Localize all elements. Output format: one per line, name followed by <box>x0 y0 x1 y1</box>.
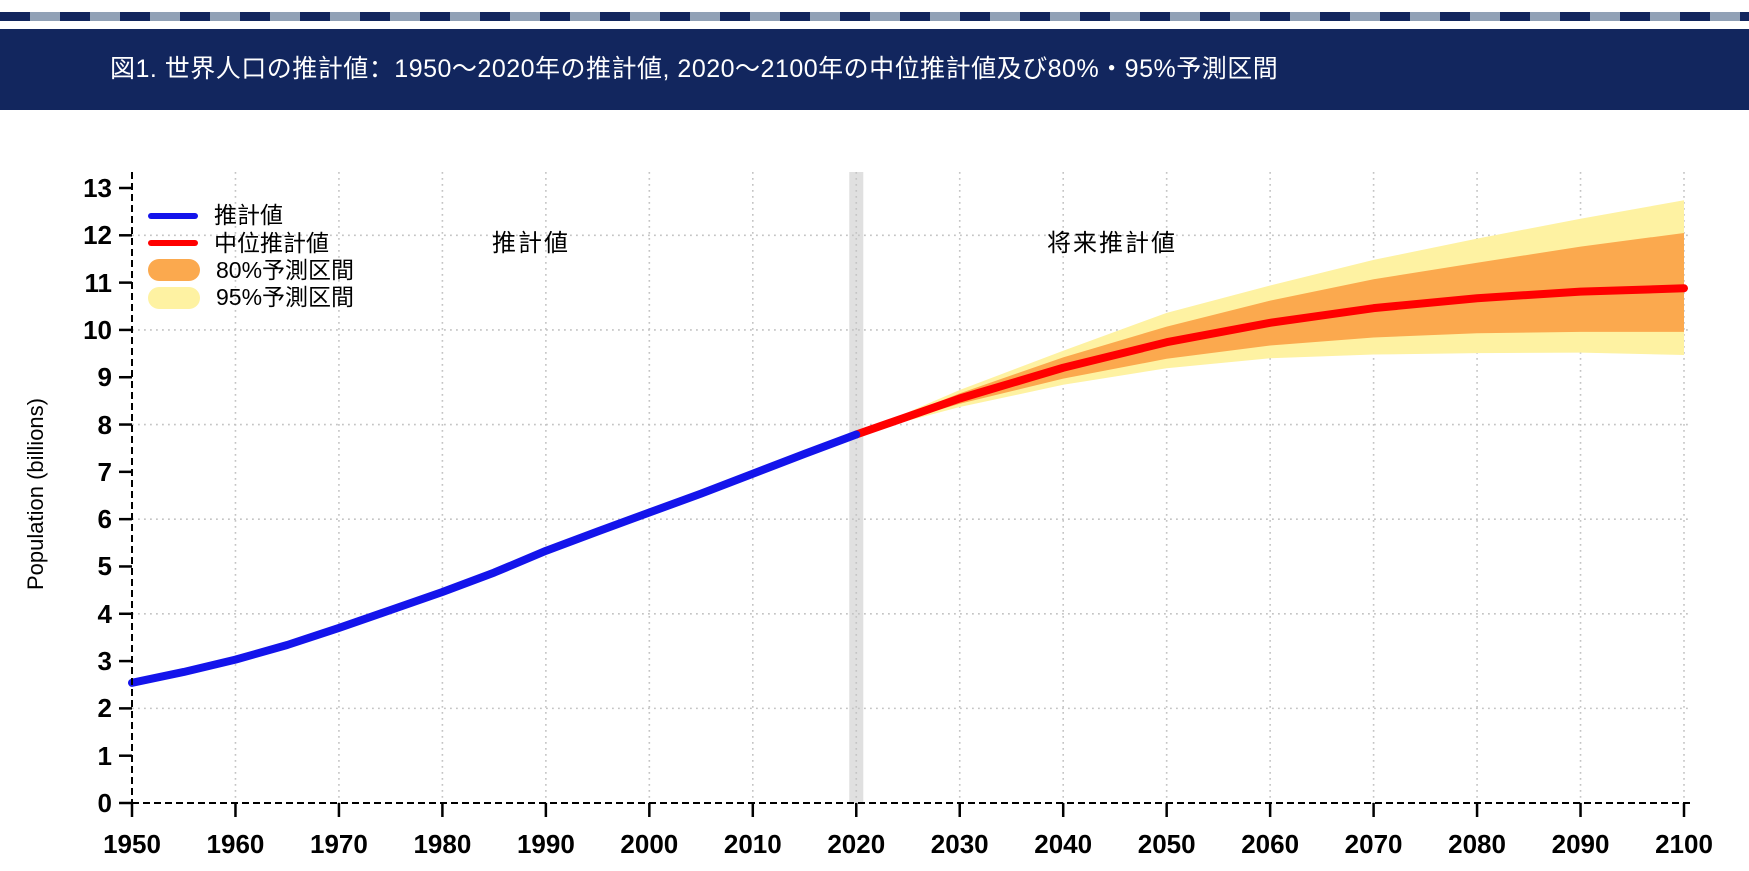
legend-item-median: 中位推計値 <box>148 229 354 256</box>
pi80-band <box>856 232 1684 435</box>
annotation-estimates: 推計値 <box>492 230 570 257</box>
x-tick-label: 2070 <box>1344 829 1403 859</box>
decorative-stripe <box>0 12 1749 21</box>
x-tick-label: 1970 <box>310 829 368 859</box>
legend-label: 95%予測区間 <box>216 284 355 311</box>
y-tick-label: 0 <box>97 788 112 818</box>
x-tick-label: 1950 <box>103 829 161 859</box>
x-tick-label: 2060 <box>1241 829 1300 859</box>
now-marker-band <box>849 172 864 803</box>
y-tick-label: 3 <box>97 646 112 677</box>
legend: 推計値 中位推計値 80%予測区間 95%予測区間 <box>148 202 354 312</box>
median-projection-line <box>852 284 1688 439</box>
y-tick-label: 4 <box>97 598 112 629</box>
figure-title: 図1. 世界人口の推計値：1950～2020年の推計値, 2020～2100年の… <box>110 55 1279 83</box>
pi95-band-swatch <box>148 286 200 309</box>
y-tick-label: 13 <box>83 173 112 203</box>
legend-item-estimates: 推計値 <box>148 202 354 229</box>
y-tick-label: 6 <box>97 504 112 535</box>
gridlines <box>132 172 1692 803</box>
x-tick-label: 2020 <box>827 829 886 859</box>
legend-label: 推計値 <box>214 202 283 229</box>
x-tick-label: 2030 <box>930 829 989 859</box>
header-banner: 図1. 世界人口の推計値：1950～2020年の推計値, 2020～2100年の… <box>0 29 1749 110</box>
x-tick-label: 2040 <box>1034 829 1093 859</box>
x-tick-label: 1960 <box>206 829 265 859</box>
pi80-band-swatch <box>148 259 200 282</box>
x-tick-label: 2090 <box>1551 829 1610 859</box>
legend-label: 80%予測区間 <box>216 256 355 283</box>
legend-item-95pi: 95%予測区間 <box>148 284 354 311</box>
x-tick-label: 2100 <box>1655 829 1713 859</box>
y-axis-title: Population (billions) <box>23 398 48 590</box>
y-tick-label: 5 <box>97 551 112 582</box>
y-tick-label: 12 <box>83 220 112 251</box>
y-tick-label: 10 <box>83 314 112 345</box>
y-tick-label: 9 <box>97 362 112 393</box>
legend-item-80pi: 80%予測区間 <box>148 257 354 284</box>
x-tick-label: 2080 <box>1448 829 1506 859</box>
now-marker-2020 <box>849 172 864 803</box>
median-line-swatch <box>148 240 198 247</box>
y-tick-label: 8 <box>97 409 112 440</box>
y-tick-label: 7 <box>97 456 112 487</box>
y-tick-label: 1 <box>97 740 112 771</box>
legend-label: 中位推計値 <box>214 229 329 256</box>
y-tick-label: 2 <box>97 693 112 724</box>
estimate-line-swatch <box>148 212 198 219</box>
axes <box>119 172 1692 817</box>
x-tick-label: 1990 <box>516 829 575 859</box>
y-tick-label: 11 <box>84 267 113 298</box>
prediction-interval-bands <box>856 200 1684 435</box>
x-tick-label: 2010 <box>723 829 782 859</box>
estimate-line <box>128 430 861 687</box>
annotation-projections: 将来推計値 <box>1047 230 1177 257</box>
population-lines <box>128 284 1688 687</box>
x-tick-label: 1980 <box>413 829 472 859</box>
x-tick-label: 2000 <box>620 829 679 859</box>
x-tick-label: 2050 <box>1137 829 1196 859</box>
